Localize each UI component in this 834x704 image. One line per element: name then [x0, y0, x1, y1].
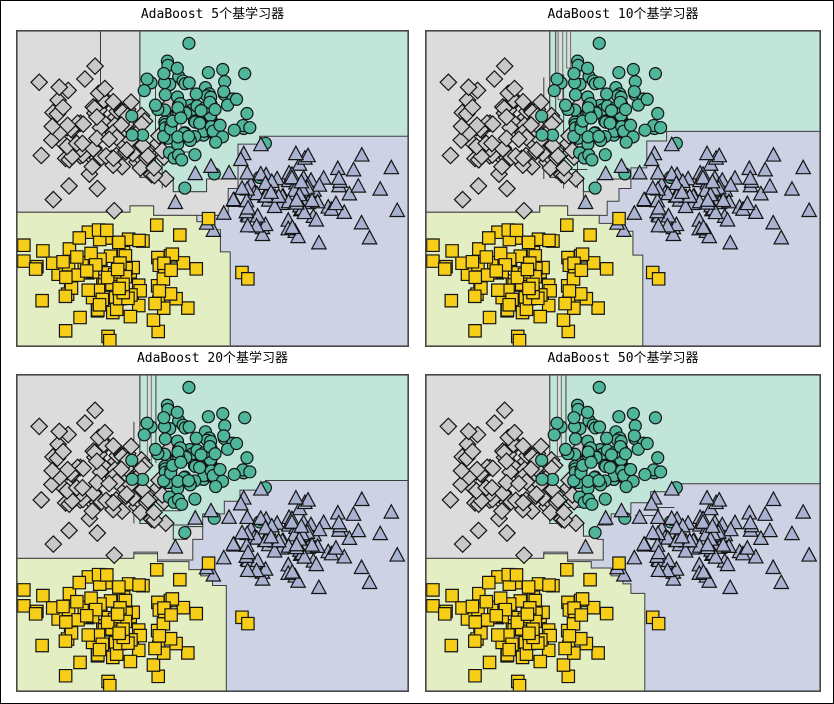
plot-canvas-20-learners: [16, 374, 409, 692]
plot-canvas-5-learners: [16, 30, 409, 347]
subplot-title-5-learners: AdaBoost 5个基学习器: [140, 7, 285, 22]
subplot-title-50-learners: AdaBoost 50个基学习器: [547, 351, 699, 366]
plot-canvas-10-learners: [425, 30, 821, 347]
subplot-title-20-learners: AdaBoost 20个基学习器: [136, 351, 289, 366]
subplot-title-10-learners: AdaBoost 10个基学习器: [547, 7, 699, 22]
plot-canvas-50-learners: [425, 374, 821, 692]
